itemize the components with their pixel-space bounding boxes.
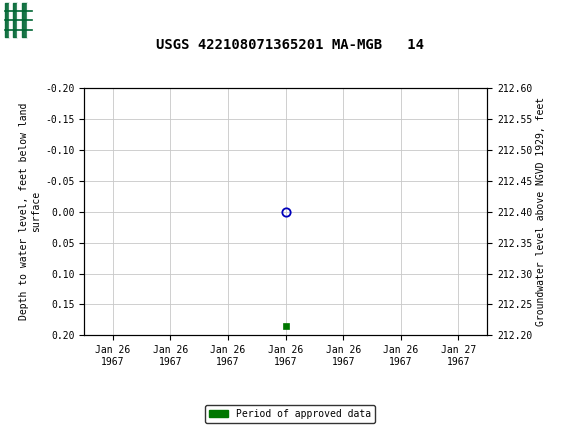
Text: USGS: USGS [39, 11, 95, 29]
Y-axis label: Groundwater level above NGVD 1929, feet: Groundwater level above NGVD 1929, feet [536, 97, 546, 326]
Text: USGS 422108071365201 MA-MGB   14: USGS 422108071365201 MA-MGB 14 [156, 38, 424, 52]
Y-axis label: Depth to water level, feet below land
surface: Depth to water level, feet below land su… [19, 103, 41, 320]
Legend: Period of approved data: Period of approved data [205, 405, 375, 423]
FancyBboxPatch shape [3, 3, 35, 37]
